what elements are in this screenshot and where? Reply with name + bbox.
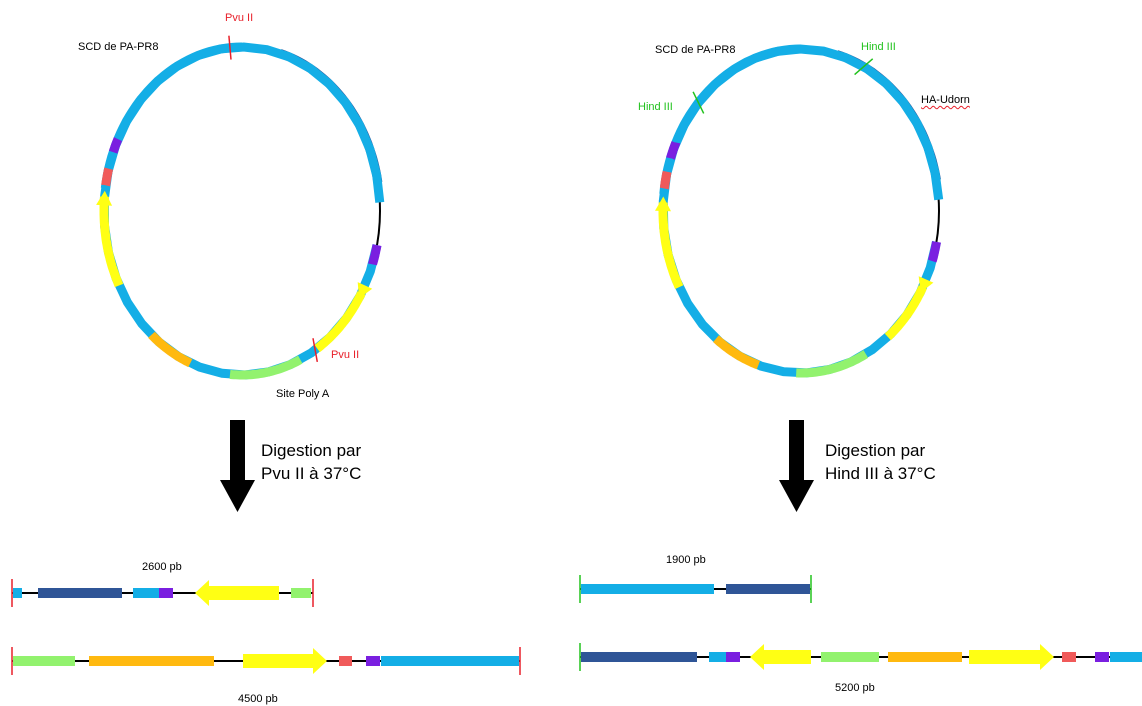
right-digestion-arrow xyxy=(779,420,814,512)
frag-2600-light-blue-2 xyxy=(133,588,159,598)
frag-5200-yellow-arrow-head xyxy=(750,644,764,670)
left-dark-blue-gene xyxy=(278,49,383,184)
frag-2600-purple xyxy=(159,588,173,598)
frag-2600-yellow-arrow-head xyxy=(195,580,209,606)
left-pvu-cut-top xyxy=(228,35,232,60)
left-digestion-line1: Digestion par xyxy=(261,441,362,460)
right-yellow-arrow-right-arrowhead xyxy=(918,276,934,293)
right-hind-left-label: Hind III xyxy=(638,101,673,113)
right-dark-blue-ha xyxy=(835,50,941,181)
ha-udorn-text: HA-Udorn xyxy=(921,94,970,106)
frag-4500-green xyxy=(13,656,75,666)
right-hind-cut-top xyxy=(854,58,874,76)
frag-2600-green xyxy=(291,588,311,598)
frag-5200-light-blue xyxy=(709,652,726,662)
frag-4500-yellow-arrow-head xyxy=(313,648,327,674)
left-scd-label: SCD de PA-PR8 xyxy=(78,41,159,53)
frag-5200-purple xyxy=(726,652,740,662)
left-plasmid-map xyxy=(96,35,385,380)
right-red-segment xyxy=(659,170,672,190)
frag-2600-light-blue xyxy=(13,588,22,598)
left-small-fragment-size: 2600 pb xyxy=(142,561,182,573)
right-digestion-line2: Hind III à 37°C xyxy=(825,464,936,483)
left-yellow-arrow-right xyxy=(314,291,366,353)
frag-4500-yellow-arrow xyxy=(243,654,313,668)
frag-4500-orange xyxy=(89,656,214,666)
frag-5200-light-blue-2 xyxy=(1110,652,1142,662)
right-ha-label: HA-Udorn xyxy=(921,94,970,107)
frag-1900-light-blue xyxy=(581,584,714,594)
frag-5200-yellow-arrow-2-head xyxy=(1040,644,1054,670)
frag-4500-red xyxy=(339,656,352,666)
left-pvu-cut-bottom xyxy=(312,338,319,363)
right-orange-segment xyxy=(713,335,761,370)
right-purple-segment-2 xyxy=(666,140,681,160)
frag-4500-purple xyxy=(366,656,380,666)
frag-4500-light-blue xyxy=(381,656,519,666)
left-polya-label: Site Poly A xyxy=(276,388,330,400)
left-digestion-arrow xyxy=(220,420,255,512)
left-pvu-bottom-label: Pvu II xyxy=(331,349,360,361)
right-yellow-arrow-left-arrowhead xyxy=(655,196,671,212)
right-purple-segment xyxy=(927,241,941,263)
left-yellow-arrow-left-arrowhead xyxy=(96,190,113,206)
right-scd-label: SCD de PA-PR8 xyxy=(655,44,736,56)
left-yellow-arrow-right-arrowhead xyxy=(357,282,373,299)
frag-5200-yellow-arrow-2 xyxy=(969,650,1040,664)
right-digestion-line1: Digestion par xyxy=(825,441,926,460)
frag-5200-orange xyxy=(888,652,962,662)
right-yellow-arrow-left xyxy=(658,202,684,289)
frag-2600-dark-blue xyxy=(38,588,122,598)
frag-5200-green xyxy=(821,652,879,662)
right-green-segment xyxy=(795,350,869,378)
right-hind-cut-left xyxy=(692,91,705,114)
frag-5200-dark-blue xyxy=(581,652,697,662)
left-green-polya xyxy=(229,355,303,380)
frag-5200-red xyxy=(1062,652,1076,662)
left-large-fragment-size: 4500 pb xyxy=(238,693,278,705)
right-yellow-arrow-right xyxy=(884,285,927,341)
right-hind-top-label: Hind III xyxy=(861,41,896,53)
left-pvu-top-label: Pvu II xyxy=(225,12,254,24)
frag-5200-yellow-arrow xyxy=(764,650,811,664)
right-large-fragment-size: 5200 pb xyxy=(835,682,875,694)
frag-5200-purple-2 xyxy=(1095,652,1109,662)
linear-fragments xyxy=(11,575,1142,675)
right-plasmid-map xyxy=(655,44,944,378)
left-digestion-line2: Pvu II à 37°C xyxy=(261,464,362,483)
left-purple-segment xyxy=(368,244,382,266)
left-yellow-arrow-left xyxy=(99,196,124,288)
frag-1900-dark-blue xyxy=(726,584,810,594)
frag-2600-yellow-arrow xyxy=(209,586,279,600)
left-purple-segment-2 xyxy=(108,137,123,154)
right-small-fragment-size: 1900 pb xyxy=(666,554,706,566)
left-red-segment xyxy=(101,167,114,187)
left-orange-segment xyxy=(148,331,193,368)
